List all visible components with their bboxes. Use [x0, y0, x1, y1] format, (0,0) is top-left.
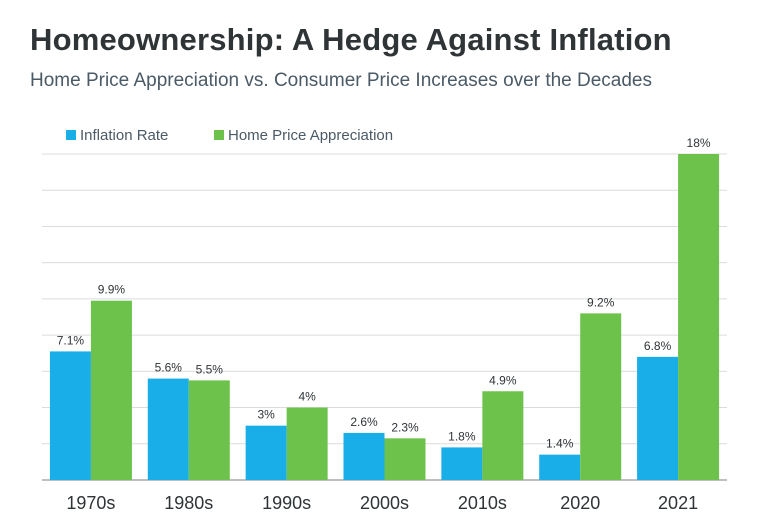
bar-inflation-2000s	[343, 432, 385, 480]
data-label-home-price-1980s: 5.5%	[196, 362, 224, 376]
chart-subtitle: Home Price Appreciation vs. Consumer Pri…	[30, 70, 652, 91]
legend-swatch-home-price	[214, 130, 224, 140]
data-label-inflation-2021: 6.8%	[644, 339, 672, 353]
x-tick-label-2010s: 2010s	[458, 493, 507, 513]
x-tick-label-2020: 2020	[560, 493, 600, 513]
legend-label-inflation: Inflation Rate	[80, 127, 168, 144]
data-label-home-price-2000s: 2.3%	[391, 420, 419, 434]
bar-home-price-1970s	[90, 300, 132, 480]
bar-home-price-2010s	[482, 391, 524, 480]
data-label-inflation-2000s: 2.6%	[350, 415, 378, 429]
bar-inflation-2021	[637, 356, 679, 480]
bar-inflation-1980s	[147, 378, 189, 480]
data-label-inflation-2010s: 1.8%	[448, 429, 476, 443]
bar-home-price-2000s	[384, 438, 426, 480]
bar-home-price-2020	[580, 313, 622, 480]
legend-swatch-inflation	[66, 130, 76, 140]
x-tick-label-1980s: 1980s	[164, 493, 213, 513]
data-label-home-price-2020: 9.2%	[587, 295, 615, 309]
data-label-inflation-2020: 1.4%	[546, 437, 574, 451]
bar-home-price-1980s	[188, 380, 230, 480]
x-tick-label-1970s: 1970s	[66, 493, 115, 513]
chart-title: Homeownership: A Hedge Against Inflation	[30, 22, 672, 57]
bars	[49, 154, 720, 480]
x-tick-label-2000s: 2000s	[360, 493, 409, 513]
data-label-home-price-2021: 18%	[687, 136, 711, 150]
x-tick-label-2021: 2021	[658, 493, 698, 513]
x-tick-labels: 1970s 1980s 1990s 2000s 2010s 2020 2021	[66, 493, 698, 513]
data-labels: 7.1% 9.9% 5.6% 5.5% 3% 4% 2.6% 2.3% 1.8% 4.9% 1.4%…	[57, 136, 711, 451]
bar-inflation-2020	[539, 454, 581, 480]
legend: Inflation Rate Home Price Appreciation	[66, 127, 393, 144]
bar-home-price-1990s	[286, 407, 328, 480]
data-label-home-price-2010s: 4.9%	[489, 373, 517, 387]
bar-inflation-1990s	[245, 425, 287, 480]
gridlines	[42, 153, 727, 481]
legend-label-home-price: Home Price Appreciation	[228, 127, 393, 144]
bar-inflation-1970s	[49, 351, 91, 480]
bar-inflation-2010s	[441, 447, 483, 480]
data-label-inflation-1970s: 7.1%	[57, 333, 85, 347]
data-label-inflation-1980s: 5.6%	[155, 361, 183, 375]
data-label-home-price-1970s: 9.9%	[98, 283, 126, 297]
x-tick-label-1990s: 1990s	[262, 493, 311, 513]
data-label-home-price-1990s: 4%	[298, 390, 316, 404]
data-label-inflation-1990s: 3%	[257, 408, 275, 422]
bar-home-price-2021	[678, 154, 720, 480]
